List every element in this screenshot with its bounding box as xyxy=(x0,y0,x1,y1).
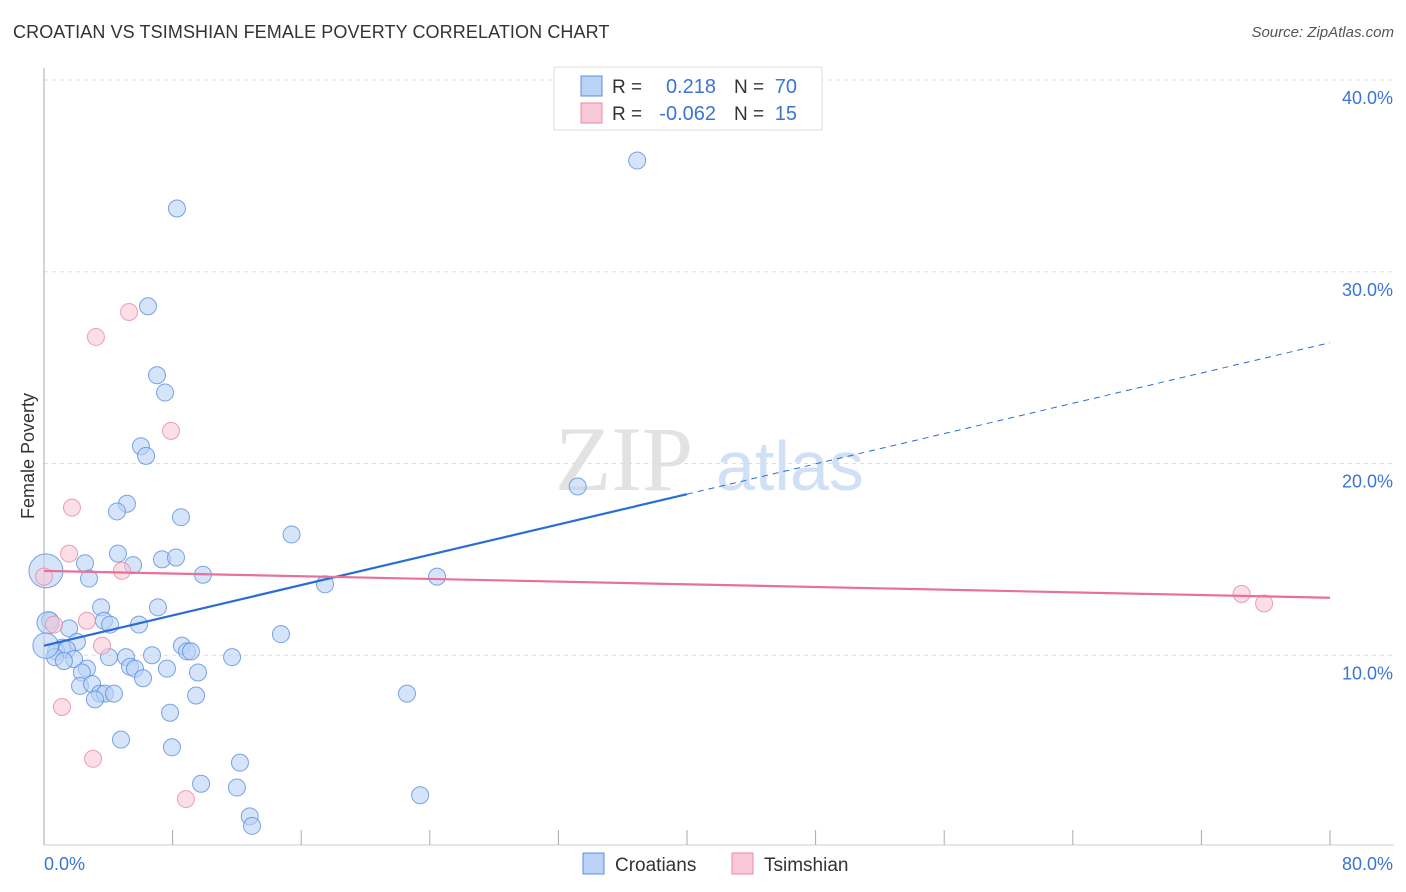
croatians-point xyxy=(162,738,181,757)
croatians-point xyxy=(568,477,587,496)
y-tick-label: 30.0% xyxy=(1342,280,1393,300)
tsimshian-point xyxy=(60,544,79,563)
legend-label-tsimshian: Tsimshian xyxy=(764,855,848,876)
croatians-point xyxy=(397,684,416,703)
croatians-point xyxy=(628,151,647,170)
tsimshian-point xyxy=(93,636,112,655)
croatians-point xyxy=(80,569,99,588)
stats-n-label: N = xyxy=(734,77,764,98)
croatians-point xyxy=(243,816,262,835)
croatians-point xyxy=(143,646,162,665)
stats-r-label: R = xyxy=(612,77,642,98)
x-tick-label: 0.0% xyxy=(44,854,85,874)
croatians-point xyxy=(107,502,126,521)
croatians-point xyxy=(411,786,430,805)
chart-source: Source: ZipAtlas.com xyxy=(1251,24,1394,41)
croatians-trend-line xyxy=(43,493,688,647)
tsimshian-point xyxy=(44,615,63,634)
croatians-point xyxy=(156,383,175,402)
tsimshian-point xyxy=(1255,594,1274,613)
tsimshian-point xyxy=(84,749,103,768)
croatians-point xyxy=(148,366,167,385)
stats-r-value: 0.218 xyxy=(666,76,716,98)
croatians-point xyxy=(192,774,211,793)
croatians-point xyxy=(187,686,206,705)
tsimshian-point xyxy=(176,790,195,809)
tsimshian-point xyxy=(112,561,131,580)
croatians-point xyxy=(148,598,167,617)
croatians-point xyxy=(167,199,186,218)
croatians-point xyxy=(157,659,176,678)
croatians-point xyxy=(188,663,207,682)
stats-n-value: 15 xyxy=(775,103,797,125)
y-tick-label: 40.0% xyxy=(1342,88,1393,108)
tsimshian-point xyxy=(120,303,139,322)
croatians-point xyxy=(75,554,94,573)
tsimshian-point xyxy=(62,498,81,517)
croatians-point xyxy=(282,525,301,544)
croatians-point xyxy=(134,669,153,688)
croatians-point xyxy=(271,625,290,644)
stats-n-label: N = xyxy=(734,104,764,125)
tsimshian-point xyxy=(77,611,96,630)
y-axis-label: Female Poverty xyxy=(18,393,38,519)
croatians-point xyxy=(227,778,246,797)
croatians-point xyxy=(139,297,158,316)
croatians-point xyxy=(111,730,130,749)
tsimshian-trend-line xyxy=(43,569,1331,599)
tsimshian-point xyxy=(35,567,53,586)
tsimshian-point xyxy=(1232,584,1251,603)
croatians-point xyxy=(181,642,200,661)
croatians-point xyxy=(108,544,127,563)
croatians-point xyxy=(161,703,180,722)
croatians-point xyxy=(428,567,447,586)
stats-r-value: -0.062 xyxy=(659,103,716,125)
croatians-point xyxy=(104,684,123,703)
stats-n-value: 70 xyxy=(775,76,797,98)
chart-title: CROATIAN VS TSIMSHIAN FEMALE POVERTY COR… xyxy=(13,22,610,42)
watermark-atlas: atlas xyxy=(716,427,864,505)
stats-swatch xyxy=(580,102,603,124)
tsimshian-point xyxy=(161,421,180,440)
legend-swatch-tsimshian xyxy=(731,852,754,875)
tsimshian-point xyxy=(86,327,105,346)
croatians-point xyxy=(171,508,190,527)
croatians-point xyxy=(223,648,242,667)
croatians-trend-extension xyxy=(686,342,1331,495)
croatians-point xyxy=(54,652,73,671)
stats-r-label: R = xyxy=(612,104,642,125)
croatians-point xyxy=(166,548,185,567)
y-tick-label: 20.0% xyxy=(1342,472,1393,492)
croatians-point xyxy=(230,753,249,772)
legend-swatch-croatians xyxy=(582,852,605,875)
tsimshian-point xyxy=(53,698,72,717)
croatians-point xyxy=(137,446,156,465)
y-tick-label: 10.0% xyxy=(1342,663,1393,683)
stats-swatch xyxy=(580,75,603,97)
legend-label-croatians: Croatians xyxy=(615,855,696,876)
x-tick-label: 80.0% xyxy=(1342,854,1393,874)
croatians-point xyxy=(85,690,104,709)
